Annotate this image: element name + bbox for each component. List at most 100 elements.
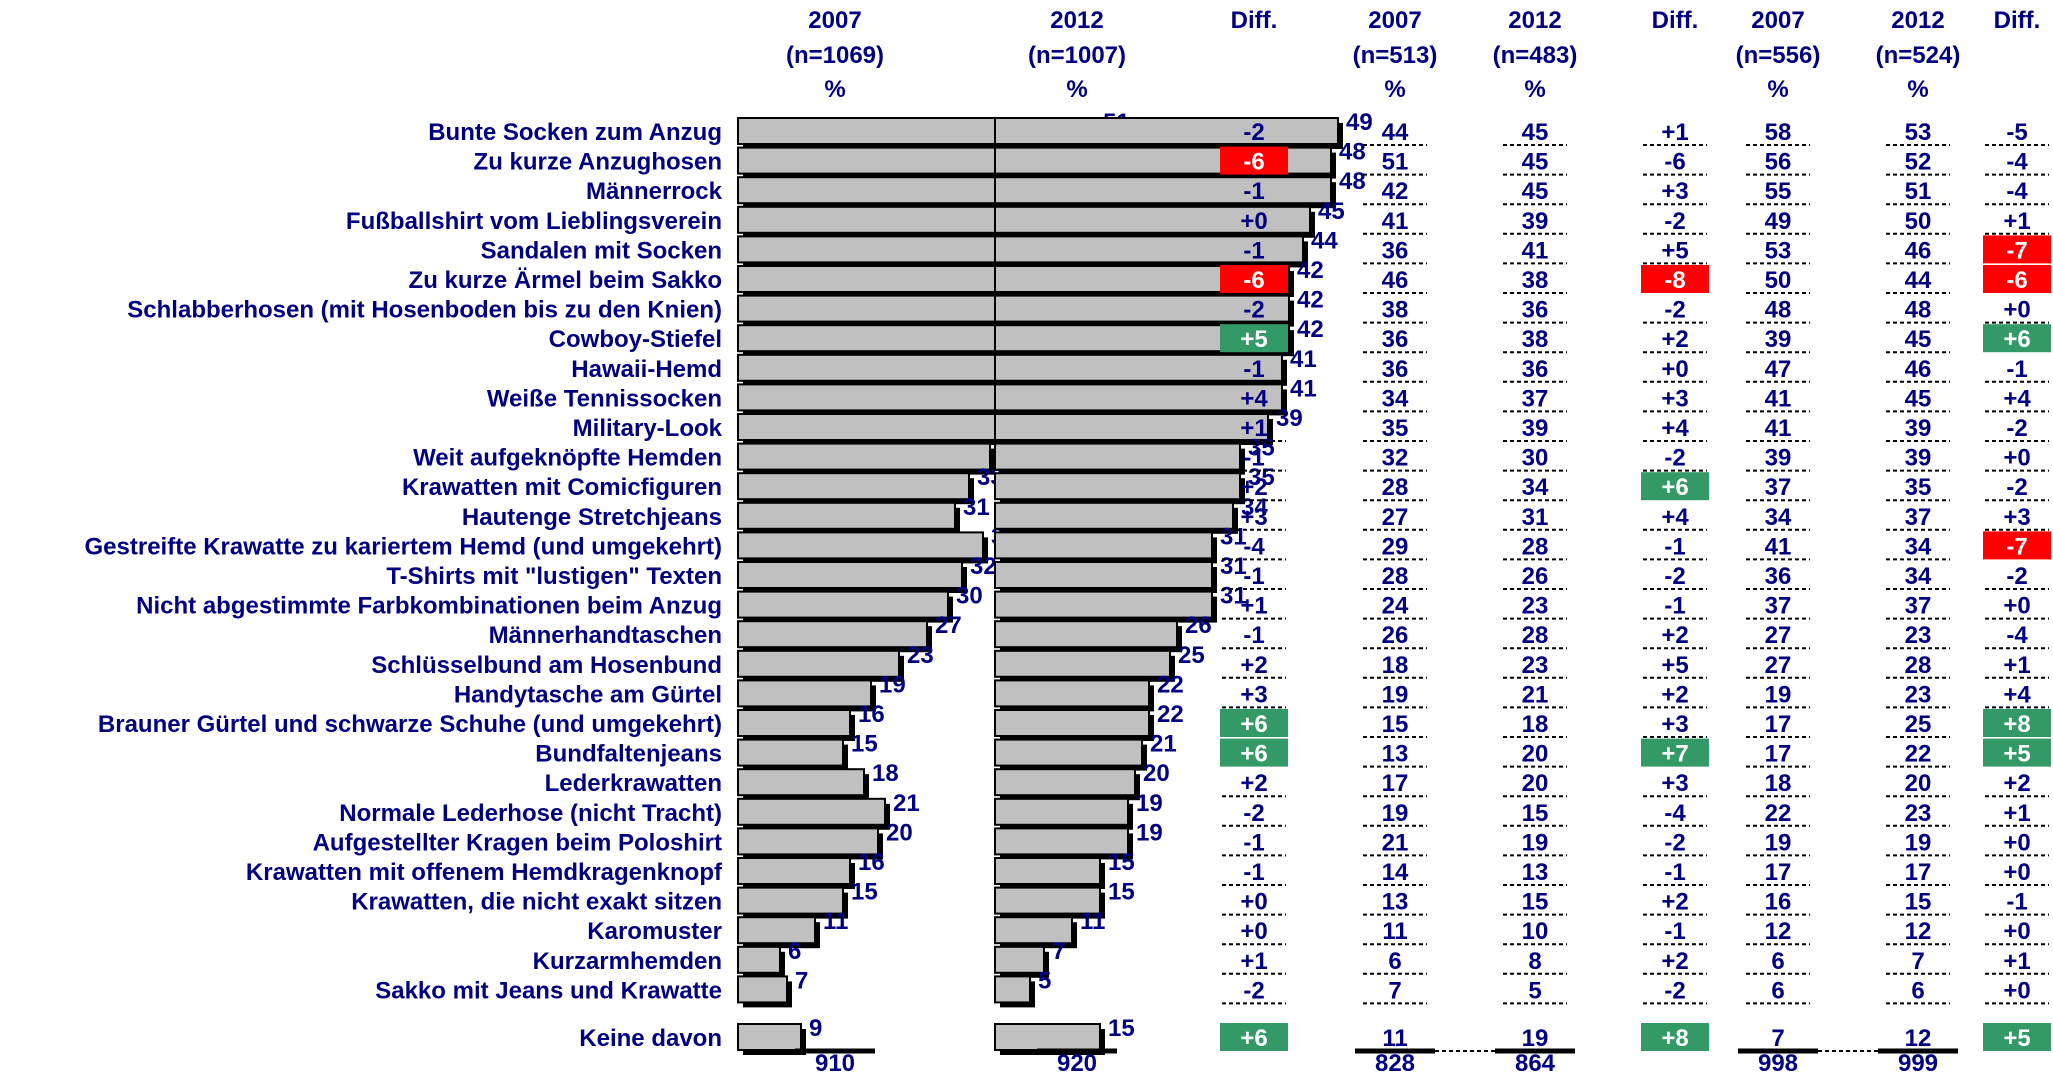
table-value: 37	[1905, 504, 1932, 531]
table-value: 50	[1905, 208, 1932, 235]
diff-value: +0	[1661, 356, 1688, 383]
bar-value-label: 21	[1150, 731, 1177, 758]
table-value: 6	[1771, 977, 1784, 1004]
bar-value-label: 20	[1143, 760, 1170, 787]
diff-value: +3	[1661, 770, 1688, 797]
column-total: 910	[815, 1050, 855, 1072]
negative-highlight	[1983, 235, 2051, 264]
bar-value-label: 48	[1339, 168, 1366, 195]
table-value: 11	[1382, 1025, 1407, 1052]
bar-value-label: 11	[1080, 908, 1105, 935]
table-value: 45	[1522, 119, 1549, 146]
table-value: 39	[1522, 208, 1549, 235]
table-value: 37	[1765, 593, 1792, 620]
bar-2007	[737, 916, 816, 945]
diff-value: +5	[2003, 741, 2030, 768]
value-columns: -2-6-1+0-1-6-2+5-1+4+1-1+2+3-4-1+1-1+2+3…	[1220, 119, 2051, 1052]
diff-value: -2	[1243, 977, 1264, 1004]
table-value: 12	[1905, 1025, 1932, 1052]
category-label: Zu kurze Anzughosen	[474, 149, 722, 176]
bar-value-label: 44	[1311, 227, 1338, 254]
column-total: 828	[1375, 1050, 1415, 1072]
table-value: 6	[1388, 948, 1401, 975]
diff-value: +1	[1240, 948, 1267, 975]
table-value: 20	[1522, 770, 1549, 797]
table-value: 16	[1765, 889, 1792, 916]
bar-value-label: 26	[1185, 612, 1212, 639]
category-label: Fußballshirt vom Lieblingsverein	[346, 208, 722, 235]
bar-value-label: 27	[935, 612, 962, 639]
table-value: 49	[1765, 208, 1792, 235]
bar-value-label: 25	[1178, 642, 1205, 669]
diff-value: +1	[2003, 652, 2030, 679]
table-value: 17	[1382, 770, 1409, 797]
bar-value-label: 15	[1108, 849, 1135, 876]
bar-2012	[994, 886, 1101, 915]
bar-value-label: 48	[1339, 139, 1366, 166]
category-label: Weit aufgeknöpfte Hemden	[413, 445, 722, 472]
category-label: Normale Lederhose (nicht Tracht)	[339, 800, 722, 827]
table-value: 38	[1522, 326, 1549, 353]
bar-value-label: 45	[1318, 198, 1345, 225]
bar-2007	[737, 827, 879, 856]
table-value: 36	[1765, 563, 1792, 590]
table-value: 19	[1382, 681, 1409, 708]
bar-2007	[737, 501, 956, 530]
diff-value: +3	[1240, 681, 1267, 708]
header-l1: Diff.	[1994, 7, 2041, 34]
bar-2007	[737, 383, 998, 412]
table-value: 11	[1382, 918, 1407, 945]
bar-value-label: 23	[907, 642, 934, 669]
diff-value: +0	[2003, 297, 2030, 324]
table-value: 39	[1765, 326, 1792, 353]
diff-value: -1	[1243, 178, 1264, 205]
table-value: 7	[1771, 1025, 1784, 1052]
diff-value: +1	[2003, 948, 2030, 975]
diff-value: -7	[2006, 533, 2027, 560]
bar-value-label: 19	[1136, 819, 1163, 846]
table-value: 28	[1522, 533, 1549, 560]
column-total: 998	[1758, 1050, 1798, 1072]
table-value: 7	[1911, 948, 1924, 975]
table-value: 34	[1905, 563, 1932, 590]
bar-value-label: 31	[1220, 523, 1247, 550]
bar-2007	[737, 442, 991, 471]
diff-value: +2	[1661, 622, 1688, 649]
table-value: 37	[1765, 474, 1792, 501]
table-value: 22	[1905, 741, 1932, 768]
bar-value-label: 16	[858, 849, 885, 876]
category-label: Schlüsselbund am Hosenbund	[371, 652, 722, 679]
diff-value: +6	[1240, 1025, 1267, 1052]
diff-value: +2	[1240, 474, 1267, 501]
header-l3: %	[1767, 76, 1788, 103]
diff-value: -1	[1243, 563, 1264, 590]
diff-value: -1	[1243, 356, 1264, 383]
category-label: Schlabberhosen (mit Hosenboden bis zu de…	[127, 297, 722, 324]
category-label: Bunte Socken zum Anzug	[428, 119, 722, 146]
bar-value-label: 49	[1346, 109, 1373, 136]
bar-value-label: 31	[1220, 553, 1247, 580]
bar-value-label: 34	[1241, 494, 1268, 521]
table-value: 37	[1522, 385, 1549, 412]
positive-highlight	[1983, 709, 2051, 737]
table-value: 51	[1905, 178, 1932, 205]
table-value: 46	[1382, 267, 1409, 294]
table-value: 34	[1765, 504, 1792, 531]
bar-value-label: 35	[1248, 464, 1275, 491]
bar-value-label: 19	[1136, 790, 1163, 817]
header-l1: 2012	[1050, 7, 1103, 34]
table-value: 25	[1905, 711, 1932, 738]
diff-value: +6	[1661, 474, 1688, 501]
negative-highlight	[1983, 265, 2051, 293]
positive-highlight	[1983, 738, 2051, 767]
diff-value: +1	[2003, 800, 2030, 827]
category-label: Keine davon	[579, 1025, 722, 1052]
diff-value: -1	[1243, 829, 1264, 856]
header-l2: (n=483)	[1493, 42, 1578, 69]
diff-value: -2	[2006, 563, 2027, 590]
negative-highlight	[1641, 265, 1709, 293]
diff-value: +3	[1661, 385, 1688, 412]
table-value: 39	[1905, 445, 1932, 472]
table-value: 20	[1905, 770, 1932, 797]
table-value: 45	[1522, 178, 1549, 205]
